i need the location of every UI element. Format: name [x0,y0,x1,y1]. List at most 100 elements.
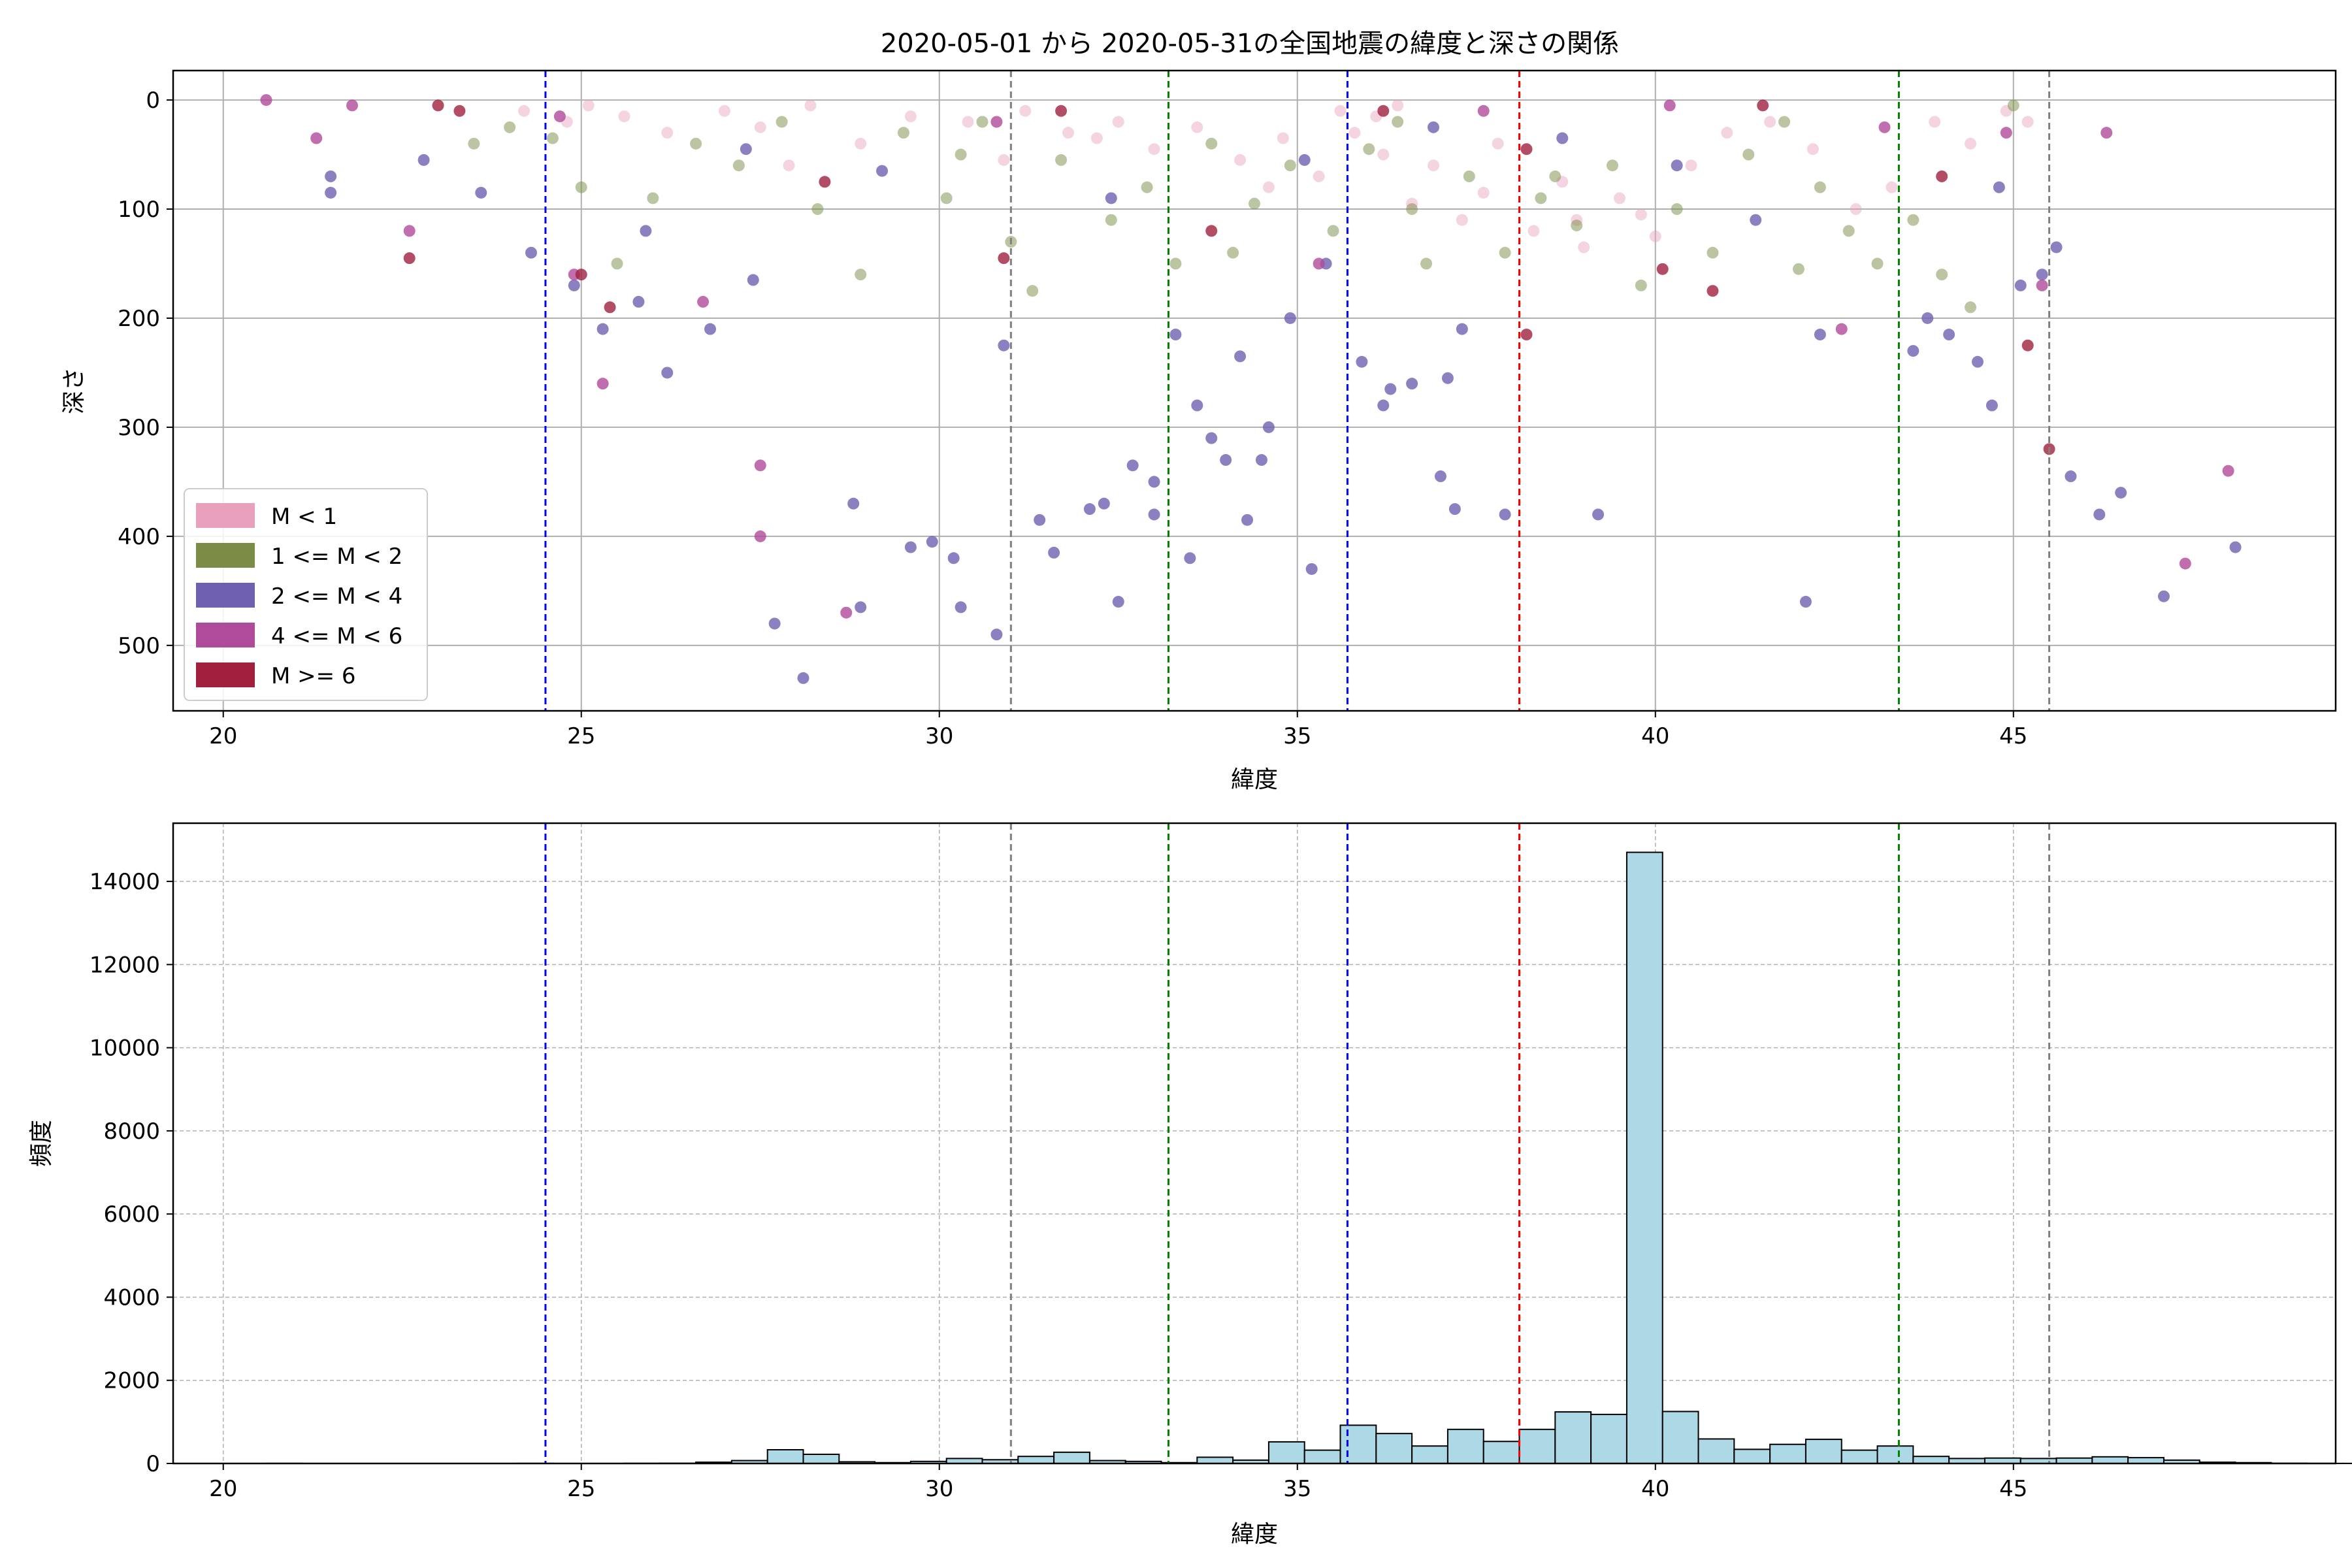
scatter-point [504,121,516,133]
scatter-point [2065,470,2077,483]
scatter-point [1814,329,1826,341]
scatter-point [1356,355,1368,368]
scatter-point [1428,121,1440,133]
scatter-point [690,137,702,150]
scatter-point [1255,454,1267,466]
scatter-point [611,257,623,270]
scatter-point [1434,470,1446,483]
scatter-point [1169,257,1182,270]
scatter-point [1635,279,1647,291]
scatter-point [1965,137,1977,150]
scatter-point [940,192,953,204]
scatter-point [904,110,917,123]
scatter-point [1026,285,1039,297]
scatter-point [1249,197,1260,210]
scatter-point [2021,116,2034,128]
scatter-point [2036,279,2048,291]
scatter-point [1148,143,1160,155]
scatter-point [1806,143,1819,155]
scatter-point [1090,132,1103,144]
scatter-point [776,116,788,128]
scatter-point [1721,127,1733,139]
scatter-point [525,246,538,259]
scatter-point [475,186,487,199]
scatter-x-tick-label: 45 [1999,723,2027,749]
scatter-point [575,269,587,281]
scatter-point [403,252,416,265]
scatter-point [1556,132,1569,144]
scatter-point [840,606,853,619]
scatter-point [403,225,416,237]
scatter-point [1392,116,1404,128]
scatter-point [847,497,860,510]
scatter-point [2229,541,2242,553]
scatter-point [1463,170,1475,182]
scatter-point [1441,372,1454,384]
scatter-point [1936,170,1948,182]
scatter-point [1943,329,1955,341]
histogram-bar [2127,1457,2164,1464]
legend-swatch [196,662,255,687]
scatter-point [819,176,831,188]
scatter-point [1141,181,1153,193]
scatter-point [1742,148,1755,161]
scatter-point [1592,508,1605,521]
scatter-point [976,116,988,128]
scatter-point [1313,170,1325,182]
scatter-chart: 2020-05-01 から 2020-05-31の全国地震の緯度と深さの関係 2… [61,29,2337,793]
histogram-bar [1482,1441,1520,1464]
scatter-point [1656,263,1669,275]
scatter-point [260,94,272,106]
scatter-x-tick-label: 20 [209,723,237,749]
scatter-point [998,339,1010,351]
scatter-point [1663,99,1676,112]
histogram-bar [1375,1433,1413,1465]
legend-swatch [196,583,255,608]
scatter-point [1685,159,1697,172]
legend-label: M < 1 [271,504,337,530]
scatter-point [661,127,674,139]
scatter-point [955,148,967,161]
histogram-bar [1339,1424,1377,1465]
scatter-point [1671,203,1683,216]
scatter-point [1985,399,1998,412]
scatter-point [855,137,867,150]
scatter-point [1277,132,1289,144]
scatter-point [855,269,867,281]
scatter-point [732,159,745,172]
scatter-point [1105,192,1117,204]
histogram-plot-frame [172,822,2337,1465]
scatter-point [1148,508,1160,521]
scatter-point [1571,220,1583,232]
scatter-point [697,295,710,308]
scatter-point [1428,159,1440,172]
scatter-point [1062,127,1075,139]
scatter-point [1420,257,1433,270]
scatter-point [1492,137,1504,150]
scatter-point [1384,383,1397,395]
histogram-bar [1017,1456,1055,1465]
legend-swatch [196,623,255,647]
scatter-point [1578,241,1590,253]
scatter-point [1936,269,1948,281]
scatter-point [1842,225,1855,237]
scatter-legend: M < 1 1 <= M < 2 2 <= M < 4 4 <= M < 6 M >= … [184,488,428,701]
scatter-point [1377,148,1390,161]
scatter-point [754,530,766,542]
scatter-point [2115,487,2127,499]
histogram-bar [802,1454,840,1464]
scatter-point [1262,421,1275,433]
scatter-point [1327,225,1339,237]
scatter-point [2179,557,2191,570]
histogram-bar [2091,1456,2129,1464]
legend-label: 4 <= M < 6 [271,623,402,649]
scatter-point [1477,186,1490,199]
scatter-point [947,552,960,564]
scatter-point [1707,285,1719,297]
scatter-point [661,367,674,379]
scatter-point [1034,514,1046,526]
scatter-point [325,186,337,199]
scatter-y-axis-label: 深さ [61,367,88,414]
histogram-x-tick-label: 30 [925,1476,953,1502]
